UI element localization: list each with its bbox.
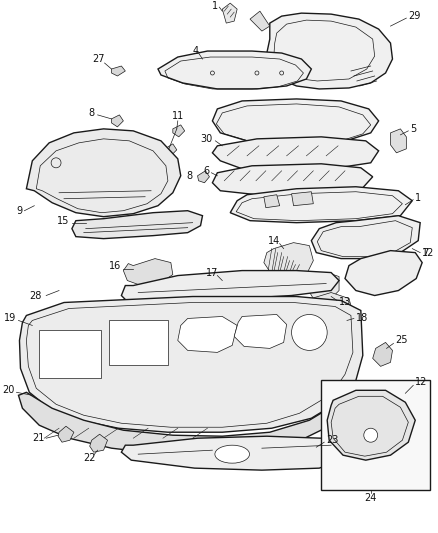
Polygon shape (178, 317, 237, 352)
Polygon shape (345, 251, 422, 295)
Text: 29: 29 (408, 11, 420, 21)
Polygon shape (391, 129, 406, 153)
Polygon shape (307, 272, 339, 301)
Polygon shape (90, 434, 107, 452)
Polygon shape (212, 164, 373, 195)
Text: 13: 13 (339, 297, 351, 308)
Text: 25: 25 (396, 335, 408, 345)
Polygon shape (327, 390, 415, 460)
Text: 19: 19 (4, 313, 17, 324)
Text: 18: 18 (356, 313, 368, 324)
Circle shape (292, 314, 327, 350)
Polygon shape (26, 129, 181, 217)
Text: 16: 16 (109, 261, 121, 271)
Text: 12: 12 (415, 377, 427, 387)
Polygon shape (58, 426, 74, 442)
Polygon shape (158, 51, 311, 89)
Text: 11: 11 (172, 111, 184, 121)
Text: 9: 9 (16, 206, 22, 216)
Bar (109, 320, 168, 365)
Text: 23: 23 (326, 435, 339, 445)
Polygon shape (173, 125, 185, 137)
Text: 14: 14 (268, 236, 280, 246)
Text: 20: 20 (2, 385, 14, 395)
Bar (321, 381, 430, 490)
Text: 7: 7 (422, 248, 428, 257)
Text: 12: 12 (422, 248, 434, 257)
Text: 1: 1 (212, 1, 219, 11)
Text: 15: 15 (57, 216, 69, 225)
Polygon shape (212, 99, 378, 144)
Polygon shape (18, 382, 353, 456)
Polygon shape (311, 216, 420, 259)
Text: 24: 24 (364, 493, 377, 503)
Bar (39, 330, 101, 378)
Text: 1: 1 (415, 193, 421, 203)
Polygon shape (121, 271, 339, 305)
Circle shape (364, 428, 378, 442)
Polygon shape (198, 171, 209, 183)
Text: 22: 22 (84, 453, 96, 463)
Polygon shape (304, 293, 353, 338)
Text: 5: 5 (410, 124, 417, 134)
Ellipse shape (215, 445, 250, 463)
Polygon shape (264, 243, 313, 279)
Polygon shape (165, 144, 177, 156)
Polygon shape (230, 187, 412, 223)
Polygon shape (223, 3, 237, 23)
Text: 21: 21 (32, 433, 44, 443)
Polygon shape (264, 195, 280, 208)
Text: 8: 8 (187, 171, 193, 181)
Text: 6: 6 (203, 166, 209, 176)
Text: 30: 30 (200, 134, 212, 144)
Polygon shape (124, 259, 173, 286)
Polygon shape (121, 436, 343, 470)
Text: 28: 28 (29, 290, 42, 301)
Polygon shape (250, 11, 270, 31)
Polygon shape (234, 314, 286, 349)
Polygon shape (267, 13, 392, 89)
Polygon shape (72, 211, 202, 239)
Polygon shape (292, 192, 313, 206)
Polygon shape (19, 296, 363, 432)
Polygon shape (112, 115, 124, 127)
Text: 17: 17 (206, 268, 219, 278)
Text: 8: 8 (88, 108, 95, 118)
Text: 27: 27 (92, 54, 105, 64)
Polygon shape (112, 66, 125, 76)
Polygon shape (373, 342, 392, 366)
Text: 4: 4 (193, 46, 199, 56)
Polygon shape (212, 137, 378, 171)
